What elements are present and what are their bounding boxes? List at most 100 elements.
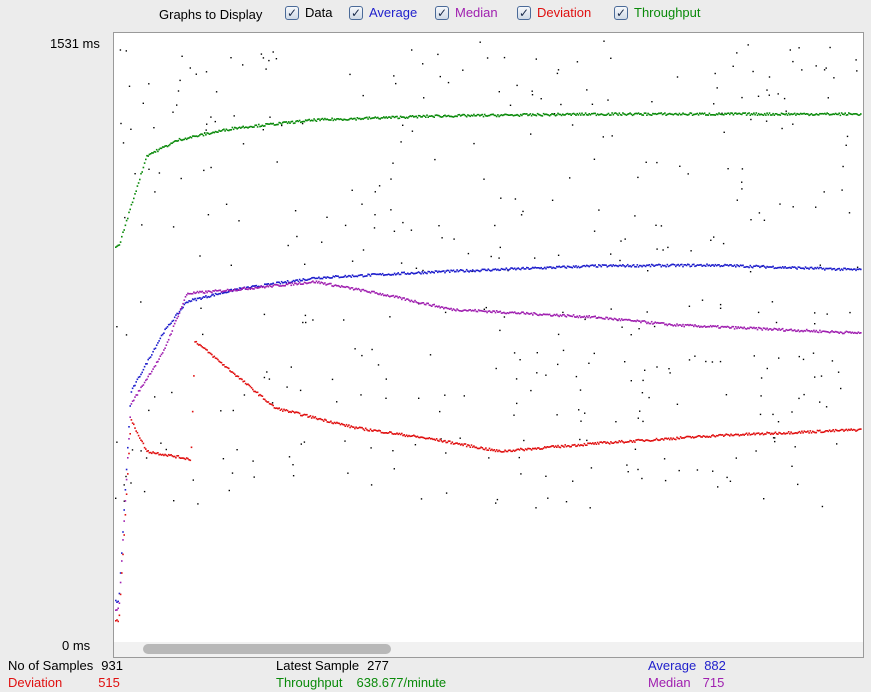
average-point: [711, 264, 713, 266]
throughput-point: [635, 112, 637, 115]
throughput-point: [774, 113, 777, 115]
median-point: [403, 297, 405, 299]
median-point: [467, 310, 469, 312]
deviation-point: [582, 444, 584, 447]
data-points: [115, 40, 859, 509]
throughput-point: [206, 132, 208, 134]
deviation-point: [617, 441, 619, 444]
data-point: [579, 389, 582, 391]
throughput-point: [741, 113, 743, 116]
average-checkbox[interactable]: ✓: [349, 5, 363, 20]
data-point: [351, 189, 353, 191]
deviation-point: [593, 443, 595, 445]
average-point: [733, 264, 736, 266]
deviation-point: [379, 430, 381, 432]
horizontal-scrollbar-thumb[interactable]: [143, 644, 391, 654]
throughput-checkbox[interactable]: ✓: [614, 5, 628, 20]
median-point: [256, 287, 259, 289]
average-point: [492, 268, 494, 271]
throughput-point: [713, 114, 715, 116]
deviation-point: [270, 403, 272, 405]
legend-data-toggle[interactable]: ✓ Data: [285, 5, 332, 20]
average-point: [708, 264, 711, 266]
data-point: [303, 441, 306, 443]
deviation-point: [225, 366, 228, 368]
legend-average-toggle[interactable]: ✓ Average: [349, 5, 417, 20]
throughput-point: [128, 211, 130, 214]
data-point: [176, 104, 178, 106]
data-point: [557, 363, 559, 366]
median-checkbox[interactable]: ✓: [435, 5, 449, 20]
throughput-point: [401, 116, 403, 118]
throughput-point: [333, 118, 336, 120]
average-point: [745, 265, 748, 268]
deviation-point: [340, 422, 343, 425]
deviation-point: [137, 434, 140, 437]
throughput-point: [479, 115, 481, 117]
throughput-point: [495, 115, 498, 118]
average-point: [346, 275, 349, 278]
median-point: [731, 325, 733, 328]
deviation-point: [372, 430, 374, 432]
throughput-point: [769, 114, 772, 116]
throughput-point: [362, 118, 365, 120]
average-point: [809, 266, 812, 269]
average-point: [298, 278, 301, 281]
check-icon: ✓: [350, 5, 362, 20]
median-point: [158, 358, 160, 360]
throughput-point: [380, 117, 383, 119]
median-point: [421, 302, 423, 304]
data-point: [678, 469, 680, 472]
throughput-point: [634, 112, 636, 115]
average-point: [122, 531, 124, 533]
average-point: [753, 265, 755, 267]
data-point: [116, 441, 118, 443]
median-point: [720, 325, 723, 328]
throughput-point: [795, 114, 797, 116]
deviation-point: [246, 383, 248, 386]
average-point: [773, 267, 776, 270]
legend-median-toggle[interactable]: ✓ Median: [435, 5, 498, 20]
throughput-point: [613, 112, 616, 115]
median-point: [380, 294, 383, 296]
deviation-point: [715, 434, 718, 437]
throughput-point: [458, 113, 461, 116]
average-point: [646, 264, 648, 266]
deviation-point: [195, 340, 198, 343]
average-point: [533, 267, 535, 269]
median-point: [810, 330, 813, 332]
throughput-point: [701, 112, 703, 115]
data-point: [663, 458, 666, 460]
throughput-point: [262, 125, 265, 127]
data-point: [753, 355, 755, 357]
legend-deviation-toggle[interactable]: ✓ Deviation: [517, 5, 591, 20]
average-point: [814, 266, 816, 269]
deviation-point: [588, 442, 590, 445]
deviation-point: [836, 429, 838, 432]
deviation-point: [202, 347, 205, 349]
data-point: [535, 507, 537, 509]
deviation-point: [623, 442, 625, 444]
data-point: [520, 214, 523, 216]
average-point: [125, 468, 128, 471]
deviation-point: [282, 410, 284, 412]
median-point: [283, 285, 285, 287]
average-point: [343, 275, 345, 278]
throughput-point: [850, 113, 852, 115]
deviation-point: [158, 453, 160, 456]
data-checkbox[interactable]: ✓: [285, 5, 299, 20]
median-point: [447, 307, 450, 310]
deviation-point: [659, 439, 661, 441]
deviation-point: [331, 422, 333, 424]
throughput-point: [786, 114, 789, 116]
legend-throughput-toggle[interactable]: ✓ Throughput: [614, 5, 701, 20]
median-point: [642, 320, 645, 322]
throughput-point: [278, 121, 280, 124]
deviation-checkbox[interactable]: ✓: [517, 5, 531, 20]
average-point: [797, 266, 800, 268]
median-point: [271, 286, 273, 288]
median-point: [189, 292, 192, 295]
median-point: [482, 310, 485, 312]
deviation-point: [565, 445, 568, 448]
median-point: [383, 294, 385, 297]
